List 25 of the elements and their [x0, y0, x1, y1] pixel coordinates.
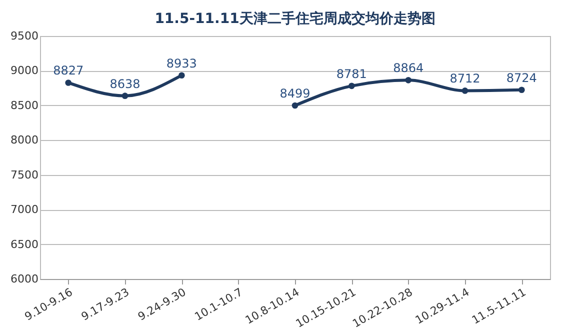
data-label: 8827 — [53, 64, 84, 78]
point — [122, 92, 128, 100]
data-label: 8933 — [166, 56, 197, 70]
data-label: 8499 — [280, 86, 310, 100]
point — [518, 86, 525, 94]
y-tick-label: 7500 — [10, 168, 38, 182]
y-tick-label: 8500 — [10, 98, 38, 112]
y-tick-label: 7000 — [10, 203, 38, 216]
y-tick-label: 9500 — [10, 30, 38, 42]
data-label: 8638 — [110, 76, 140, 91]
point — [462, 88, 468, 94]
point — [348, 82, 355, 90]
point — [405, 77, 412, 84]
chart-title: 11.5-11.11天津二手住宅周成交均价走势图 — [154, 10, 436, 27]
data-label: 8864 — [393, 61, 424, 76]
point — [292, 102, 298, 109]
y-tick-label: 9000 — [10, 64, 38, 78]
y-tick-label: 6000 — [10, 272, 38, 286]
data-label: 8781 — [336, 66, 367, 81]
point — [65, 80, 72, 86]
y-tick-label: 8000 — [10, 134, 38, 147]
data-label: 8712 — [450, 72, 480, 86]
point — [178, 72, 185, 79]
y-tick-label: 6500 — [10, 238, 38, 251]
data-label: 8724 — [506, 70, 537, 85]
